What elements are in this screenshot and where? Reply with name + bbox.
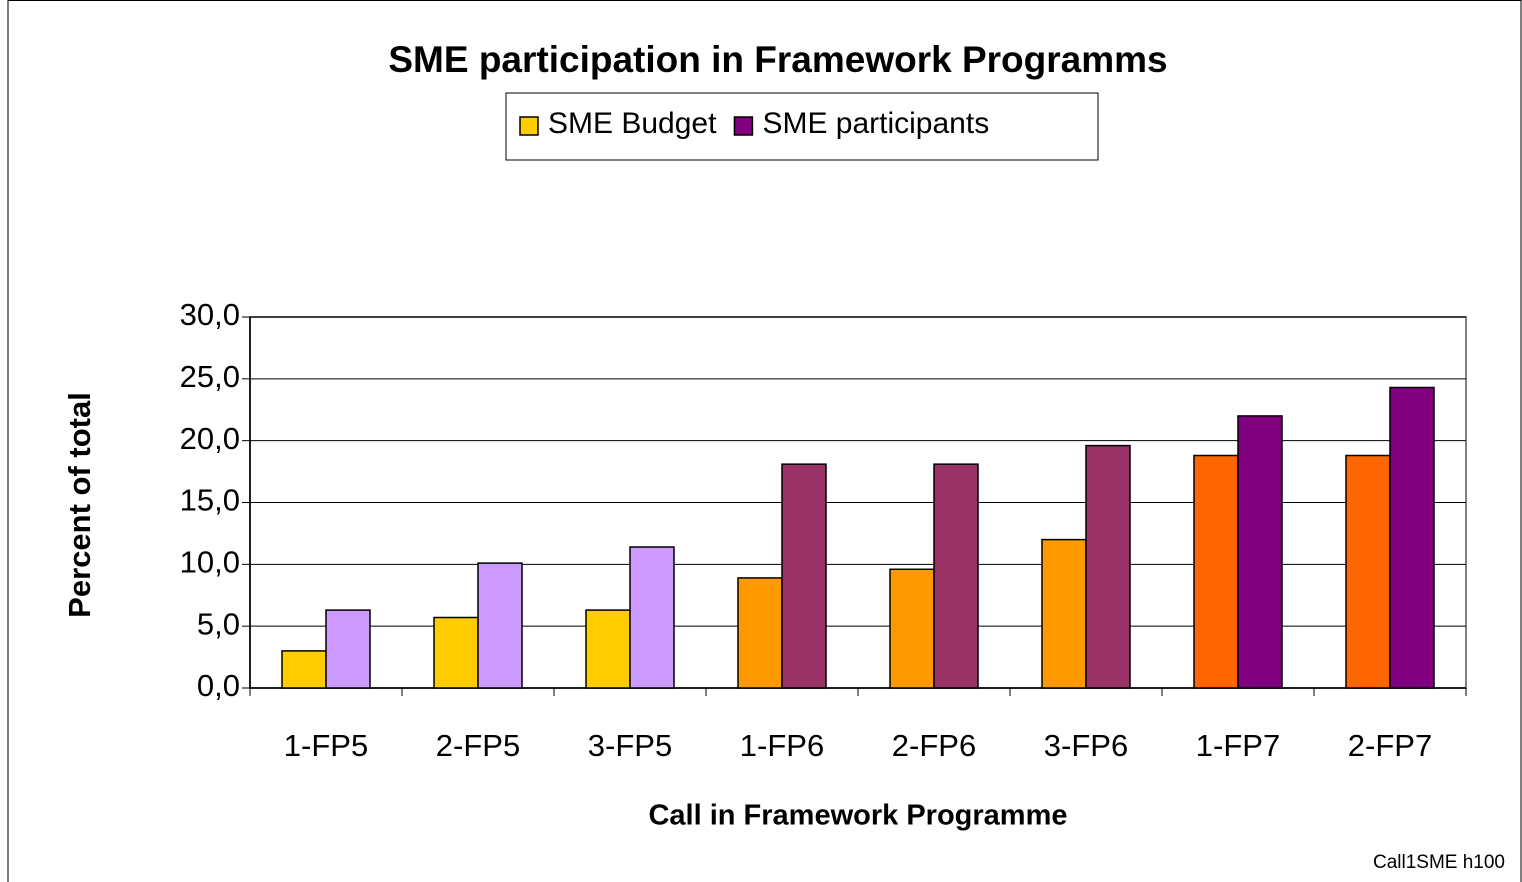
bar [585,609,631,689]
y-tick-label: 20,0 [180,421,240,456]
bar [889,568,935,689]
bar [1193,454,1239,689]
x-tick-label: 1-FP6 [740,728,824,763]
bar [325,609,371,689]
bar [781,463,827,689]
bar [1085,444,1131,689]
x-tick-label: 3-FP6 [1044,728,1128,763]
legend-swatch [519,116,539,136]
bar [433,616,479,689]
footer-note: Call1SME h100 [1373,852,1505,873]
y-tick-label: 25,0 [180,359,240,394]
bar [477,562,523,689]
x-tick-label: 2-FP6 [892,728,976,763]
y-tick-label: 10,0 [180,545,240,580]
y-tick-label: 15,0 [180,483,240,518]
bar [1389,386,1435,689]
x-tick-label: 2-FP7 [1348,728,1432,763]
x-tick-label: 3-FP5 [588,728,672,763]
y-tick-label: 30,0 [180,297,240,332]
bar [1041,538,1087,689]
y-tick-label: 5,0 [197,606,240,641]
bar [1345,454,1391,689]
x-tick-label: 1-FP5 [284,728,368,763]
x-axis-title: Call in Framework Programme [648,800,1067,832]
x-tick-label: 2-FP5 [436,728,520,763]
bar [629,546,675,689]
bar [1237,415,1283,689]
bar [737,577,783,689]
legend-swatch [733,116,754,136]
bar [933,463,979,689]
legend-label: SME participants [762,107,989,140]
legend-box [505,92,1099,161]
y-tick-label: 0,0 [197,668,240,703]
legend-label: SME Budget [548,107,717,140]
bar [281,650,327,689]
x-tick-label: 1-FP7 [1196,728,1280,763]
y-axis-title: Percent of total [62,392,97,618]
chart-title: SME participation in Framework Programms [388,39,1167,80]
